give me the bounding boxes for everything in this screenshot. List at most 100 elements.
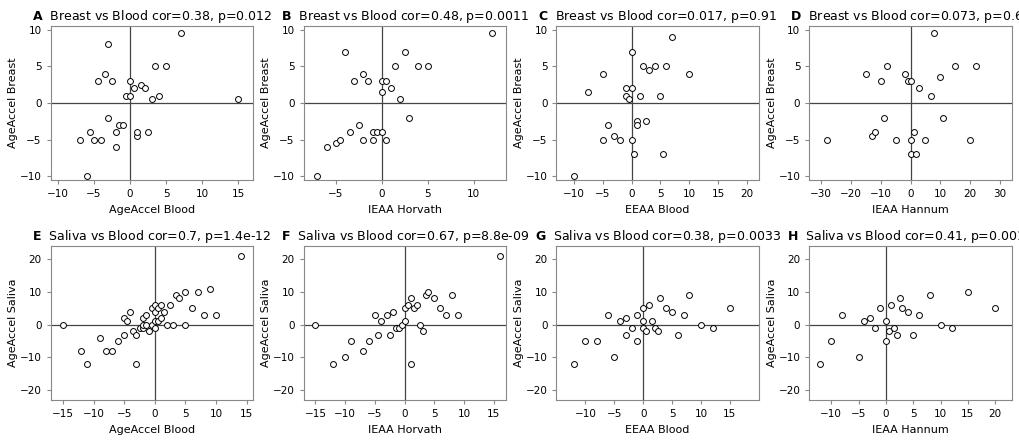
Point: [654, 151, 671, 158]
Point: [643, 318, 659, 325]
Point: [122, 308, 139, 315]
Point: [623, 136, 639, 143]
Point: [620, 96, 636, 103]
Point: [580, 89, 596, 96]
Point: [391, 96, 408, 103]
Point: [116, 315, 132, 322]
Point: [922, 92, 938, 99]
Point: [669, 331, 686, 338]
Point: [629, 118, 645, 125]
Y-axis label: AgeAccel Breast: AgeAccel Breast: [766, 58, 776, 148]
Point: [342, 338, 359, 345]
Point: [390, 324, 407, 331]
Point: [635, 324, 651, 331]
Point: [403, 295, 419, 302]
Point: [125, 85, 142, 92]
Point: [378, 78, 394, 85]
Point: [137, 85, 153, 92]
Point: [162, 302, 178, 309]
Point: [140, 129, 156, 136]
Y-axis label: AgeAccel Saliva: AgeAccel Saliva: [8, 279, 18, 367]
Point: [438, 311, 454, 319]
Point: [345, 78, 362, 85]
Point: [692, 321, 708, 328]
Point: [104, 347, 120, 354]
Point: [360, 78, 376, 85]
Point: [141, 328, 157, 335]
Point: [577, 338, 593, 345]
Point: [986, 305, 1003, 312]
Point: [908, 151, 924, 158]
Point: [834, 311, 850, 319]
Point: [135, 315, 151, 322]
Point: [399, 302, 416, 309]
Title: $\mathbf{E}$  Saliva vs Blood cor=0.7, p=1.4e-12: $\mathbf{E}$ Saliva vs Blood cor=0.7, p=…: [33, 229, 271, 245]
Point: [378, 136, 394, 143]
Title: $\mathbf{G}$  Saliva vs Blood cor=0.38, p=0.0033: $\mathbf{G}$ Saliva vs Blood cor=0.38, p…: [534, 229, 780, 245]
Point: [86, 136, 102, 143]
Point: [905, 129, 921, 136]
Point: [135, 321, 151, 328]
Y-axis label: AgeAccel Saliva: AgeAccel Saliva: [514, 279, 524, 367]
X-axis label: AgeAccel Blood: AgeAccel Blood: [109, 425, 195, 435]
Point: [159, 321, 175, 328]
Point: [925, 30, 942, 37]
Point: [850, 354, 866, 361]
Point: [626, 151, 642, 158]
Point: [629, 338, 645, 345]
Point: [449, 311, 466, 319]
Point: [491, 253, 507, 260]
Title: $\mathbf{C}$  Breast vs Blood cor=0.017, p=0.91: $\mathbf{C}$ Breast vs Blood cor=0.017, …: [537, 8, 776, 25]
Point: [307, 321, 323, 328]
Point: [325, 361, 341, 368]
Point: [640, 302, 656, 309]
Point: [144, 321, 160, 328]
X-axis label: IEAA Horvath: IEAA Horvath: [367, 425, 441, 435]
Title: $\mathbf{D}$  Breast vs Blood cor=0.073, p=0.64: $\mathbf{D}$ Breast vs Blood cor=0.073, …: [789, 8, 1019, 25]
Point: [891, 295, 907, 302]
Point: [107, 129, 123, 136]
Point: [364, 129, 380, 136]
Point: [370, 331, 386, 338]
Point: [943, 324, 959, 331]
Point: [55, 321, 71, 328]
Point: [119, 318, 136, 325]
Point: [104, 78, 120, 85]
Point: [410, 63, 426, 70]
Point: [156, 308, 172, 315]
Point: [138, 311, 154, 319]
Point: [403, 361, 419, 368]
Point: [910, 311, 926, 319]
Point: [623, 324, 639, 331]
Point: [411, 321, 427, 328]
Point: [483, 30, 499, 37]
Point: [632, 92, 648, 99]
Point: [420, 288, 436, 295]
Point: [71, 136, 88, 143]
Point: [144, 305, 160, 312]
Point: [100, 41, 116, 48]
Point: [931, 74, 948, 81]
Point: [629, 311, 645, 319]
Point: [177, 288, 194, 295]
Point: [443, 291, 460, 299]
Point: [618, 315, 634, 322]
Point: [327, 140, 343, 147]
Point: [649, 328, 665, 335]
Point: [110, 338, 126, 345]
Point: [637, 328, 653, 335]
Point: [635, 63, 651, 70]
Point: [355, 70, 371, 77]
Point: [128, 331, 145, 338]
Point: [73, 347, 90, 354]
X-axis label: IEAA Hannum: IEAA Hannum: [871, 205, 948, 214]
Point: [367, 311, 383, 319]
Point: [874, 114, 891, 121]
Point: [336, 354, 353, 361]
Point: [920, 291, 936, 299]
X-axis label: IEAA Hannum: IEAA Hannum: [871, 425, 948, 435]
Point: [98, 347, 114, 354]
Point: [857, 70, 873, 77]
Point: [863, 132, 879, 140]
Point: [364, 136, 380, 143]
